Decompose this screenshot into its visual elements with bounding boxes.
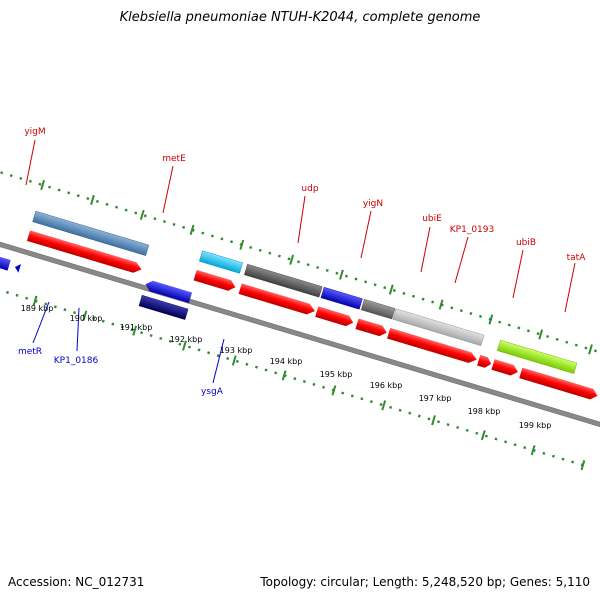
gene-udp: [199, 250, 243, 274]
major-tick: [339, 269, 344, 280]
leader-ubiB: [512, 249, 524, 299]
label-yigM: yigM: [24, 127, 45, 137]
leader-KP1_0193: [454, 236, 469, 284]
gene-metE: [32, 210, 150, 256]
leader-ubiE: [420, 226, 431, 273]
label-KP1_0193: KP1_0193: [450, 225, 494, 235]
kbp-label: 189 kbp: [21, 304, 54, 313]
label-tatA: tatA: [567, 253, 587, 263]
tick-track-upper: [0, 151, 600, 361]
label-KP1_0186: KP1_0186: [54, 356, 99, 366]
gene-KP1_0193: [360, 299, 396, 320]
major-tick: [438, 299, 444, 310]
leader-tatA: [564, 262, 576, 313]
label-metE: metE: [162, 154, 186, 164]
tick-track-lower: [0, 259, 591, 469]
kbp-label: 198 kbp: [468, 407, 501, 416]
reverse-features: [0, 247, 193, 320]
accession-text: Accession: NC_012731: [8, 575, 145, 589]
major-tick: [538, 329, 544, 340]
forward-features: [26, 210, 598, 400]
top-labels: yigM metE udp yigN ubiE KP1_0193 ubiB ta…: [24, 127, 586, 263]
kbp-label: 193 kbp: [220, 346, 253, 355]
kbp-label: 194 kbp: [270, 357, 303, 366]
major-tick: [32, 295, 38, 306]
kbp-scale-labels: 189 kbp 190 kbp 191 kbp 192 kbp 193 kbp …: [21, 304, 552, 430]
label-yigN: yigN: [363, 199, 383, 209]
gene-KP1_0193-cds: [355, 318, 387, 337]
genome-backbone: [0, 216, 600, 428]
major-tick: [480, 430, 486, 441]
gene-yigN: [244, 263, 323, 298]
kbp-label: 196 kbp: [370, 381, 403, 390]
gene-tatA-cds: [491, 359, 518, 376]
gene-ubiE-cds: [315, 306, 354, 327]
leader-KP1_0186: [76, 307, 80, 352]
gene-yigN-cds: [238, 283, 315, 315]
bottom-label-leaders: [32, 301, 225, 384]
kbp-label: 191 kbp: [120, 323, 153, 332]
major-tick: [40, 179, 46, 191]
major-tick: [189, 224, 195, 235]
gene-ubiE: [320, 286, 363, 310]
leader-metR: [32, 301, 50, 344]
major-tick: [431, 415, 436, 426]
topology-text: Topology: circular; Length: 5,248,520 bp…: [260, 575, 590, 589]
major-tick: [488, 314, 494, 325]
major-tick: [289, 254, 295, 265]
gene-udp-cds: [193, 269, 236, 291]
major-tick: [82, 310, 88, 321]
gene-ysgA: [138, 295, 189, 320]
leader-metE: [162, 165, 174, 214]
gene-ysgA-cds: [145, 280, 193, 304]
major-tick: [182, 340, 187, 351]
major-tick: [281, 370, 287, 381]
gene-tatA: [496, 339, 578, 374]
major-tick: [239, 239, 245, 250]
bottom-labels: metR KP1_0186 ysgA: [18, 347, 224, 397]
kbp-label: 190 kbp: [70, 314, 103, 323]
leader-udp: [297, 195, 306, 244]
kbp-label: 192 kbp: [170, 335, 203, 344]
gene-small-cds: [477, 354, 492, 368]
major-tick: [132, 325, 138, 336]
major-tick: [90, 194, 95, 206]
major-tick: [530, 445, 536, 456]
label-metR: metR: [18, 347, 42, 357]
leader-ysgA: [212, 338, 225, 384]
leader-yigM: [25, 139, 36, 186]
leader-yigN: [360, 210, 372, 259]
gene-metE-cds: [26, 230, 142, 273]
map-title: Klebsiella pneumoniae NTUH-K2044, comple…: [119, 10, 481, 25]
major-tick: [331, 385, 337, 396]
gene-ubiB: [392, 308, 485, 346]
major-tick: [381, 400, 387, 411]
kbp-label: 197 kbp: [419, 394, 452, 403]
top-label-leaders: [25, 139, 576, 313]
major-tick: [231, 355, 237, 366]
gene-KP1_0186: [14, 264, 21, 273]
gene-ubiB-cds: [387, 327, 477, 363]
kbp-label: 195 kbp: [320, 370, 353, 379]
tick-tracks: [0, 151, 600, 471]
label-ubiB: ubiB: [516, 238, 536, 248]
kbp-label: 199 kbp: [519, 421, 552, 430]
label-udp: udp: [301, 184, 318, 194]
major-tick: [139, 209, 145, 220]
major-tick: [580, 460, 586, 471]
label-ubiE: ubiE: [422, 214, 442, 224]
major-tick: [588, 344, 593, 355]
label-ysgA: ysgA: [201, 387, 224, 397]
gene-next-cds: [519, 367, 598, 400]
major-tick: [388, 284, 394, 295]
